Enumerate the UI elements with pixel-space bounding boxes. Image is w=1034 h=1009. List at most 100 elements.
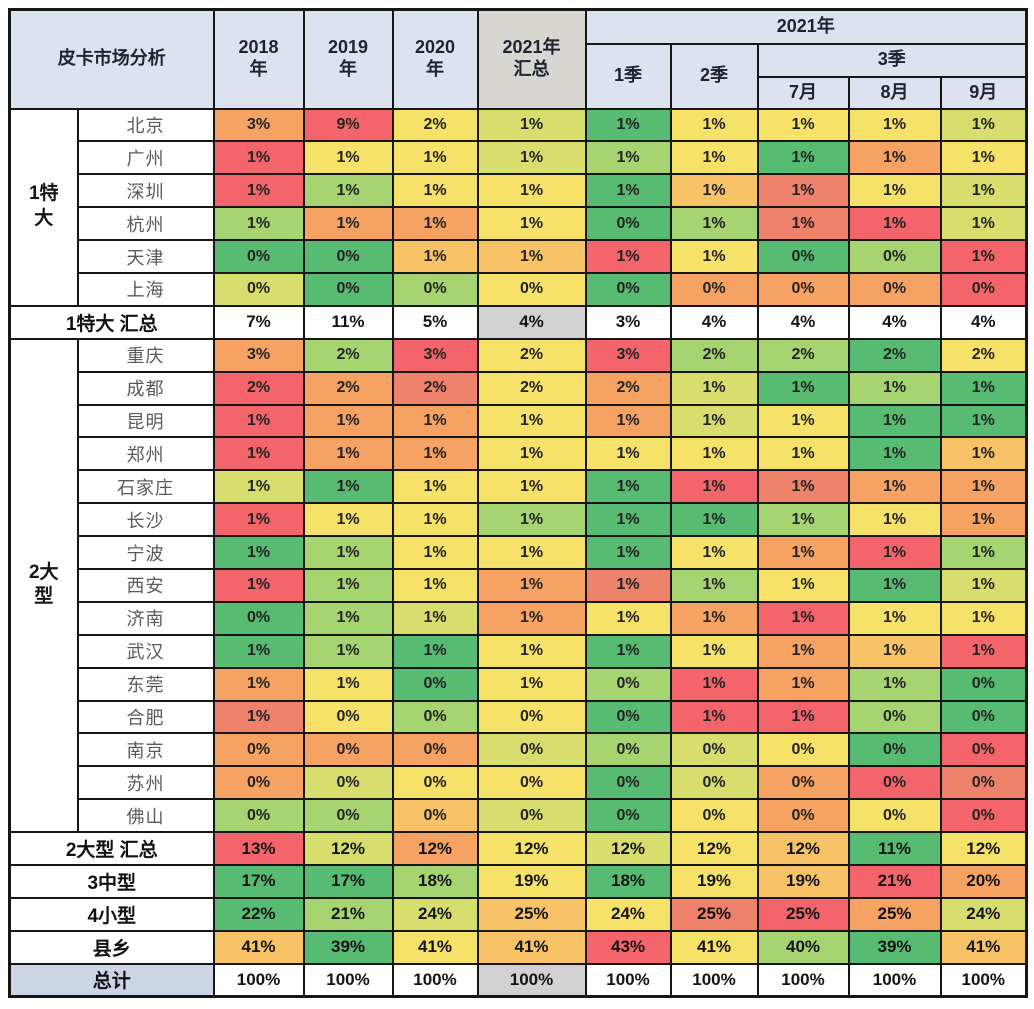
value-cell: 1% <box>756 535 850 570</box>
value-cell: 1% <box>939 403 1028 439</box>
group-label: 2大 型 <box>8 337 79 834</box>
city-label: 苏州 <box>76 765 215 801</box>
table-row: 1特 大北京 3% 9% 2% 1% 1% 1% 1% 1% 1% <box>8 107 1028 307</box>
value-cell: 1% <box>584 107 672 143</box>
value-cell: 0% <box>391 798 479 834</box>
value-cell: 1% <box>476 600 587 636</box>
value-cell: 1% <box>476 206 587 242</box>
value-cell: 1% <box>756 469 850 505</box>
group-label: 1特 大 <box>8 107 79 307</box>
value-cell: 12% <box>669 831 759 866</box>
value-cell: 1% <box>584 567 672 603</box>
value-cell: 1% <box>212 436 305 472</box>
value-cell: 1% <box>756 206 850 242</box>
city-label: 佛山 <box>76 798 215 834</box>
value-cell: 3% <box>584 337 672 373</box>
col-header-2019: 2019 年 <box>302 8 394 110</box>
value-cell: 41% <box>212 929 305 965</box>
value-cell: 3% <box>212 337 305 373</box>
value-cell: 2% <box>756 337 850 373</box>
value-cell: 1% <box>756 107 850 143</box>
value-cell: 1% <box>302 173 394 209</box>
table-row: 长沙 1% 1% 1% 1% 1% 1% 1% 1% 1% <box>10 502 1028 538</box>
city-label: 南京 <box>76 732 215 768</box>
value-cell: 3% <box>391 337 479 373</box>
value-cell: 4% <box>669 304 759 340</box>
value-cell: 0% <box>756 765 850 801</box>
value-cell: 25% <box>669 896 759 932</box>
table-row: 1特大 汇总 7% 11% 5% 4% 3% 4% 4% 4% 4% <box>8 304 1028 340</box>
col-header-m8: 8月 <box>847 75 942 110</box>
value-cell: 39% <box>302 929 394 965</box>
value-cell: 19% <box>476 863 587 899</box>
value-cell: 4% <box>756 304 850 340</box>
value-cell: 1% <box>669 173 759 209</box>
value-cell: 2% <box>212 370 305 406</box>
value-cell: 0% <box>302 699 394 735</box>
value-cell: 0% <box>847 699 942 735</box>
value-cell: 0% <box>302 798 394 834</box>
value-cell: 1% <box>391 173 479 209</box>
table-row: 东莞 1% 1% 0% 1% 0% 1% 1% 1% 0% <box>10 666 1028 702</box>
table-row: 苏州 0% 0% 0% 0% 0% 0% 0% 0% 0% <box>10 765 1028 801</box>
value-cell: 2% <box>847 337 942 373</box>
value-cell: 1% <box>212 403 305 439</box>
summary-label: 总计 <box>8 962 215 998</box>
col-header-2020: 2020 年 <box>391 8 479 110</box>
value-cell: 1% <box>476 107 587 143</box>
value-cell: 41% <box>939 929 1028 965</box>
table-row: 昆明 1% 1% 1% 1% 1% 1% 1% 1% 1% <box>10 403 1028 439</box>
col-header-2021-total: 2021年 汇总 <box>476 8 587 110</box>
value-cell: 1% <box>391 239 479 274</box>
value-cell: 1% <box>584 140 672 176</box>
value-cell: 0% <box>391 699 479 735</box>
value-cell: 1% <box>939 600 1028 636</box>
city-label: 宁波 <box>76 535 215 570</box>
value-cell: 1% <box>756 633 850 669</box>
value-cell: 1% <box>302 567 394 603</box>
value-cell: 1% <box>847 436 942 472</box>
value-cell: 1% <box>847 140 942 176</box>
table-row: 2大 型重庆 3% 2% 3% 2% 3% 2% 2% 2% 2% <box>8 337 1028 834</box>
table-row: 西安 1% 1% 1% 1% 1% 1% 1% 1% 1% <box>10 567 1028 603</box>
value-cell: 1% <box>669 107 759 143</box>
value-cell: 100% <box>756 962 850 998</box>
value-cell: 0% <box>584 699 672 735</box>
value-cell: 1% <box>756 567 850 603</box>
value-cell: 1% <box>847 403 942 439</box>
value-cell: 1% <box>391 535 479 570</box>
value-cell: 1% <box>756 370 850 406</box>
value-cell: 2% <box>391 370 479 406</box>
value-cell: 1% <box>669 436 759 472</box>
value-cell: 2% <box>939 337 1028 373</box>
value-cell: 0% <box>847 271 942 307</box>
value-cell: 18% <box>584 863 672 899</box>
value-cell: 40% <box>756 929 850 965</box>
table-row: 上海 0% 0% 0% 0% 0% 0% 0% 0% 0% <box>10 271 1028 307</box>
value-cell: 1% <box>584 600 672 636</box>
col-header-m9: 9月 <box>939 75 1028 110</box>
value-cell: 1% <box>939 107 1028 143</box>
table-row: 天津 0% 0% 1% 1% 1% 1% 0% 0% 1% <box>10 239 1028 274</box>
value-cell: 25% <box>847 896 942 932</box>
value-cell: 18% <box>391 863 479 899</box>
value-cell: 0% <box>756 271 850 307</box>
value-cell: 2% <box>476 337 587 373</box>
value-cell: 1% <box>939 206 1028 242</box>
value-cell: 1% <box>302 502 394 538</box>
col-header-q1: 1季 <box>584 42 672 110</box>
value-cell: 1% <box>212 666 305 702</box>
value-cell: 0% <box>391 271 479 307</box>
value-cell: 0% <box>756 239 850 274</box>
value-cell: 1% <box>212 502 305 538</box>
value-cell: 1% <box>669 600 759 636</box>
value-cell: 1% <box>939 535 1028 570</box>
city-label: 郑州 <box>76 436 215 472</box>
value-cell: 0% <box>302 765 394 801</box>
value-cell: 1% <box>847 173 942 209</box>
value-cell: 0% <box>391 666 479 702</box>
value-cell: 41% <box>669 929 759 965</box>
value-cell: 0% <box>939 732 1028 768</box>
value-cell: 0% <box>669 765 759 801</box>
pickup-market-table: 皮卡市场分析 2018 年 2019 年 2020 年 2021年 汇总 202… <box>8 8 1028 999</box>
